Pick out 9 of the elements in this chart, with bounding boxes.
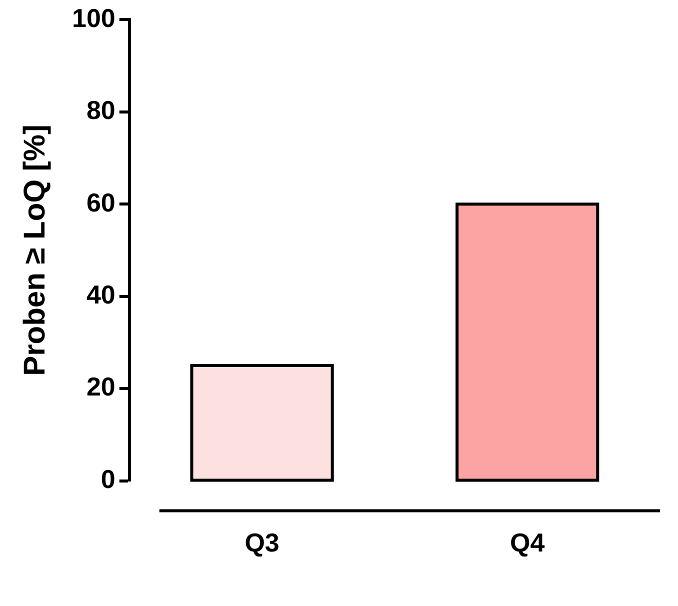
x-tick-label: Q4 — [510, 528, 546, 558]
y-tick-label: 20 — [86, 372, 116, 402]
y-tick-label: 80 — [86, 95, 116, 126]
y-axis-title: Proben ≥ LoQ [%] — [18, 124, 52, 376]
y-tick-label: 0 — [100, 464, 116, 494]
y-tick-label: 60 — [86, 187, 116, 218]
x-tick-label: Q3 — [244, 528, 280, 558]
y-tick-label: 100 — [72, 2, 116, 33]
y-tick-label: 40 — [86, 279, 116, 310]
